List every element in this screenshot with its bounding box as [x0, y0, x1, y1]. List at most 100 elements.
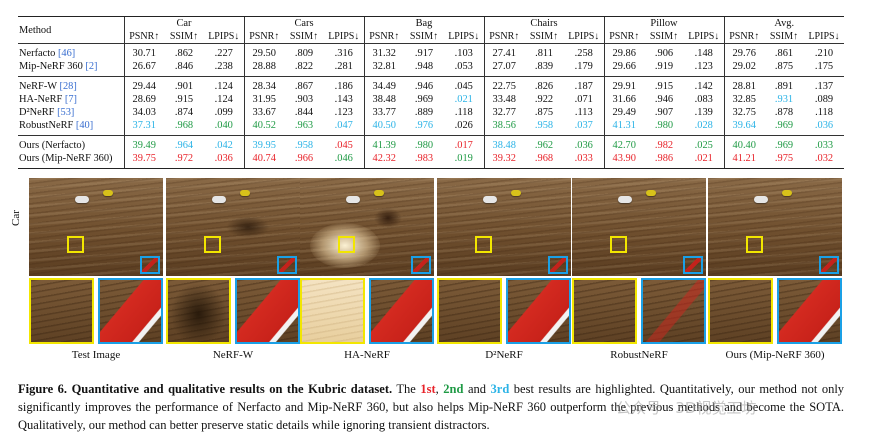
- blue-zoom-box: [683, 256, 703, 274]
- qualitative-figure: Car Test Image NeRF-W: [0, 178, 870, 368]
- table-cell: .948: [414, 61, 434, 72]
- scene-image: [300, 178, 434, 276]
- caption-label: Figure 6.: [18, 382, 68, 396]
- blue-crop: [777, 278, 842, 344]
- table-cell: .826: [524, 76, 564, 93]
- table-cell: .139: [694, 107, 713, 118]
- table-cell: .972: [164, 152, 204, 169]
- blue-crop: [506, 278, 571, 344]
- table-cell: 34.49: [363, 76, 404, 93]
- table-row: Ours (Nerfacto) 39.49.964.042 39.95.958.04…: [18, 135, 844, 152]
- metric-header: SSIM↑: [764, 30, 804, 44]
- table-cell: .969: [764, 135, 804, 152]
- yellow-crop: [572, 278, 637, 344]
- table-cell: .113: [574, 107, 593, 118]
- table-cell: 28.88: [243, 60, 284, 77]
- yellow-zoom-box: [475, 236, 492, 253]
- method-label: Nerfacto: [19, 48, 56, 59]
- metric-header: SSIM↑: [164, 30, 204, 44]
- blue-zoom-box: [548, 256, 568, 274]
- method-name: Nerfacto [46]: [18, 44, 124, 61]
- table-cell: 31.66: [603, 93, 644, 106]
- yellow-zoom-box: [746, 236, 763, 253]
- method-name: RobustNeRF [40]: [18, 119, 124, 136]
- table-cell: 29.02: [723, 60, 764, 77]
- table-cell: .017: [444, 135, 484, 152]
- table-body: Nerfacto [46] 30.71.862.227 29.50.809.316 3…: [18, 43, 844, 169]
- table-cell: 34.03: [123, 106, 164, 119]
- table-cell: .946: [654, 94, 674, 105]
- table-cell: .037: [574, 120, 593, 131]
- method-label: RobustNeRF: [19, 120, 74, 131]
- table-cell: .071: [574, 94, 593, 105]
- table-cell: .907: [654, 107, 674, 118]
- citation-link[interactable]: [46]: [57, 48, 76, 59]
- table-cell: .903: [294, 94, 314, 105]
- table-cell: .032: [804, 152, 844, 169]
- table-cell: 39.64: [723, 119, 764, 136]
- table-cell: 22.75: [483, 76, 524, 93]
- citation-link[interactable]: [53]: [57, 107, 75, 118]
- table-cell: .175: [814, 61, 834, 72]
- table-cell: .099: [214, 107, 233, 118]
- table-cell: .186: [324, 76, 364, 93]
- table-cell: 38.48: [363, 93, 404, 106]
- citation-link[interactable]: [2]: [85, 61, 98, 72]
- metric-header: LPIPS↓: [204, 30, 244, 44]
- metric-header: SSIM↑: [404, 30, 444, 44]
- table-cell: .839: [534, 61, 554, 72]
- citation-link[interactable]: [28]: [59, 81, 77, 92]
- table-cell: .980: [654, 120, 674, 131]
- metric-header: PSNR↑: [123, 30, 164, 44]
- table-cell: .901: [164, 76, 204, 93]
- table-cell: .036: [814, 120, 834, 131]
- table-cell: .946: [404, 76, 444, 93]
- method-label: NeRF-W: [19, 81, 57, 92]
- method-name: Mip-NeRF 360 [2]: [18, 60, 124, 77]
- citation-link[interactable]: [7]: [64, 94, 78, 105]
- metric-header: LPIPS↓: [684, 30, 724, 44]
- citation-link[interactable]: [40]: [75, 120, 94, 131]
- white-car-object: [75, 196, 89, 203]
- table-cell: 40.40: [723, 135, 764, 152]
- column-label: D²NeRF: [485, 349, 523, 361]
- scene-image: [29, 178, 163, 276]
- figure-column: D²NeRF: [437, 178, 571, 368]
- table-cell: 32.75: [723, 106, 764, 119]
- group-header: Car: [123, 16, 244, 30]
- table-cell: 39.32: [483, 152, 524, 169]
- method-label: HA-NeRF: [19, 94, 63, 105]
- table-cell: .028: [694, 120, 713, 131]
- blue-crop: [641, 278, 706, 344]
- caption-title: Quantitative and qualitative results on …: [71, 382, 393, 396]
- table-cell: .922: [534, 94, 554, 105]
- table-cell: .822: [294, 61, 314, 72]
- table-cell: .975: [764, 152, 804, 169]
- table-cell: 40.52: [243, 119, 284, 136]
- table-cell: .142: [684, 76, 724, 93]
- table-cell: .040: [214, 120, 233, 131]
- blue-crop: [369, 278, 434, 344]
- column-label: Ours (Mip-NeRF 360): [725, 349, 825, 361]
- table-row: RobustNeRF [40] 37.31.968.040 40.52.963.04…: [18, 119, 844, 136]
- table-cell: .103: [454, 48, 473, 59]
- table-cell: .968: [174, 120, 194, 131]
- table-cell: 33.48: [483, 93, 524, 106]
- table-cell: .210: [814, 48, 834, 59]
- table-row: Nerfacto [46] 30.71.862.227 29.50.809.316 3…: [18, 43, 844, 61]
- table-cell: .891: [764, 76, 804, 93]
- table-cell: .811: [535, 48, 553, 59]
- metric-header: PSNR↑: [243, 30, 284, 44]
- table-cell: 33.77: [363, 106, 404, 119]
- method-name: D²NeRF [53]: [18, 106, 124, 119]
- metric-header: LPIPS↓: [444, 30, 484, 44]
- table-cell: .118: [815, 107, 833, 118]
- column-label: NeRF-W: [212, 349, 254, 361]
- table-cell: .958: [284, 135, 324, 152]
- table-cell: 31.32: [363, 43, 404, 60]
- dark-artifact: [374, 208, 402, 228]
- table-cell: 29.86: [603, 43, 644, 60]
- metric-header: PSNR↑: [723, 30, 764, 44]
- group-header: Cars: [243, 16, 364, 30]
- yellow-car-object: [374, 190, 384, 196]
